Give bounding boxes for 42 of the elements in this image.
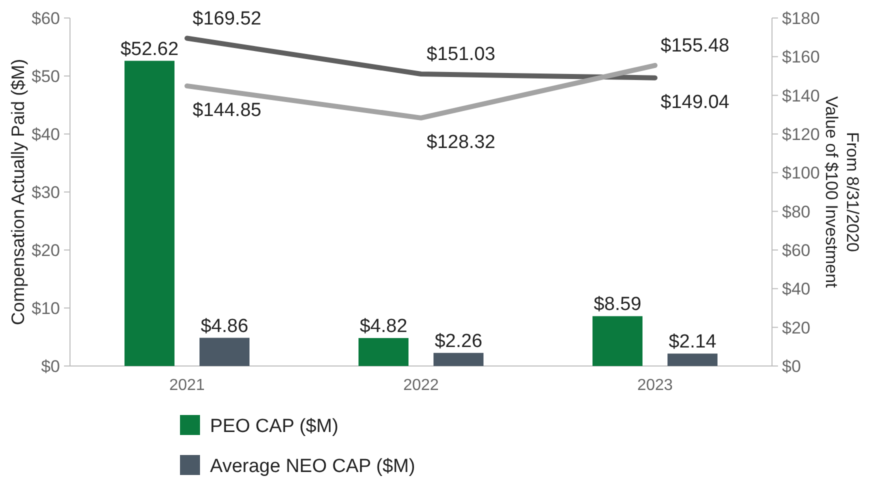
- y-tick-label: $20: [32, 241, 60, 260]
- y2-tick-label: $120: [782, 125, 820, 144]
- y-tick-label: $40: [32, 125, 60, 144]
- y-tick-label: $60: [32, 9, 60, 28]
- y2-tick-label: $140: [782, 86, 820, 106]
- y2-tick-label: $0: [782, 357, 801, 376]
- data-label: $52.62: [120, 38, 179, 60]
- y-tick-label: $10: [32, 299, 60, 318]
- data-label: $149.04: [660, 92, 730, 113]
- bar: [592, 316, 642, 366]
- x-tick-label: 2022: [403, 377, 439, 394]
- legend-label: Average NEO CAP ($M): [210, 456, 416, 477]
- data-label: $4.82: [360, 316, 408, 338]
- y2-axis-title: Value of $100 Investment From 8/31/2020: [822, 96, 862, 288]
- data-label: $8.59: [594, 294, 642, 316]
- y-axis-title: Compensation Actually Paid ($M): [8, 58, 28, 326]
- y-tick-label: $30: [32, 183, 60, 202]
- y2-tick-label: $20: [782, 318, 810, 338]
- bar: [124, 60, 174, 366]
- data-label: $155.48: [660, 35, 730, 56]
- y-tick-label: $50: [32, 67, 60, 86]
- y2-tick-label: $180: [782, 9, 820, 28]
- bar: [358, 338, 408, 366]
- y2-tick-label: $40: [782, 280, 810, 299]
- y2-tick-label: $160: [782, 48, 820, 67]
- bar: [200, 338, 250, 366]
- legend-label: PEO CAP ($M): [210, 416, 338, 437]
- y2-tick-label: $100: [782, 164, 820, 183]
- bar: [668, 354, 718, 366]
- x-tick-label: 2021: [169, 377, 205, 394]
- data-label: $4.86: [200, 316, 248, 337]
- data-label: $2.14: [668, 332, 717, 353]
- x-tick-label: 2023: [637, 377, 673, 394]
- data-label: $144.85: [192, 100, 262, 121]
- data-label: $169.52: [192, 8, 262, 30]
- data-label: $151.03: [426, 44, 496, 66]
- data-label: $2.26: [434, 330, 482, 352]
- bar: [434, 352, 484, 366]
- y2-tick-label: $60: [782, 241, 810, 260]
- data-label: $128.32: [426, 132, 496, 153]
- y2-tick-label: $80: [782, 202, 810, 222]
- y-tick-label: $0: [41, 357, 60, 376]
